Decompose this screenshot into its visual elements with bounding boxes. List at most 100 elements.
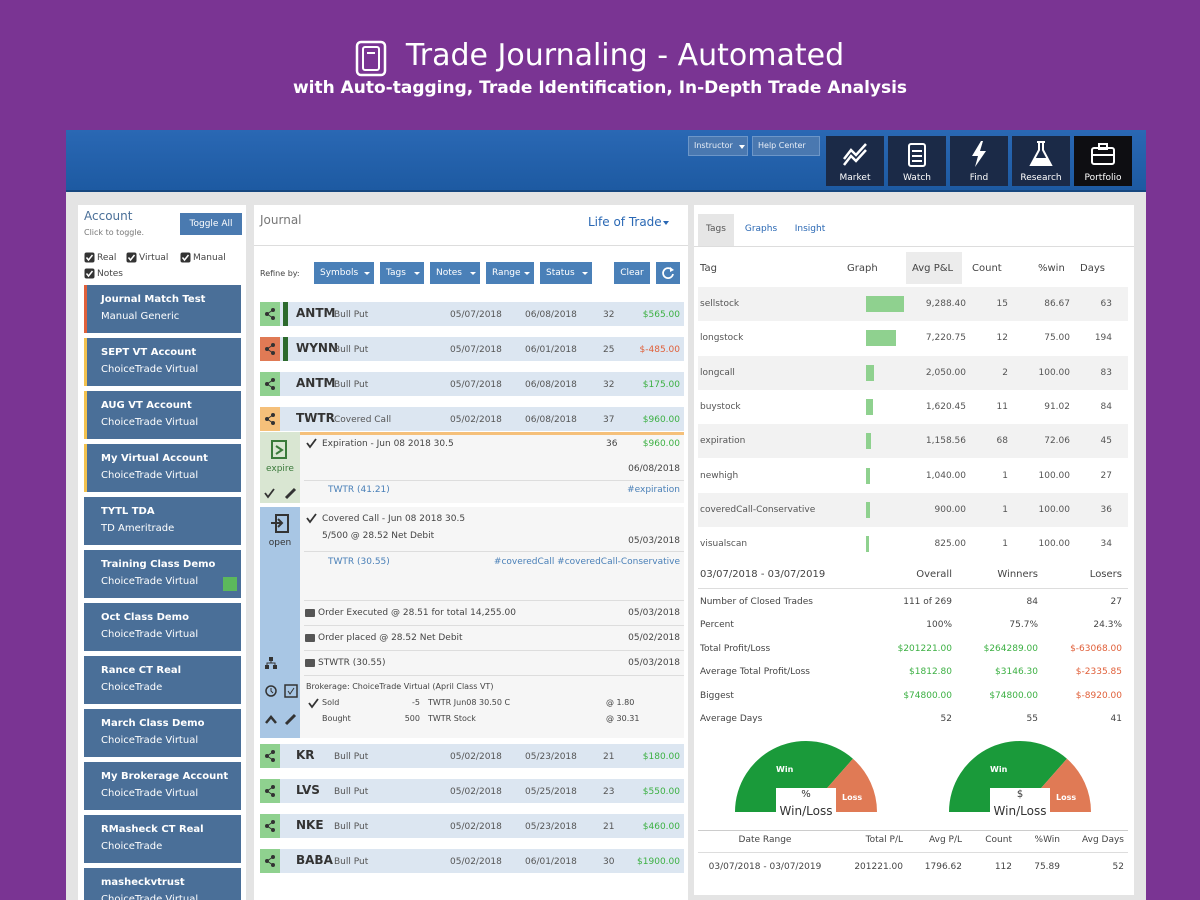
filter-label[interactable]: Real: [97, 253, 117, 263]
account-broker[interactable]: ChoiceTrade: [101, 682, 163, 693]
gauge-loss: Loss: [842, 793, 863, 802]
nav-button[interactable]: Find: [950, 136, 1008, 186]
account-name[interactable]: TYTL TDA: [101, 506, 155, 517]
tab[interactable]: Insight: [788, 214, 832, 246]
nav-button[interactable]: Market: [826, 136, 884, 186]
trade-row[interactable]: [260, 337, 684, 361]
account-name[interactable]: Training Class Demo: [101, 559, 216, 570]
toggle-all[interactable]: Toggle All: [180, 213, 242, 235]
tab[interactable]: Graphs: [738, 214, 784, 246]
filter-button[interactable]: Range: [486, 262, 534, 284]
nav-label[interactable]: Market: [839, 173, 871, 183]
toolbar-button[interactable]: Help Center: [752, 136, 820, 156]
nav-label[interactable]: Portfolio: [1084, 173, 1122, 183]
account-card[interactable]: Training Class Demo ChoiceTrade Virtual: [84, 550, 241, 598]
filter-label[interactable]: Manual: [193, 253, 226, 263]
trade-row[interactable]: [260, 814, 684, 838]
clear-button[interactable]: Clear: [614, 262, 650, 284]
account-name[interactable]: masheckvtrust: [101, 877, 185, 888]
tab[interactable]: Tags: [698, 214, 734, 246]
account-card[interactable]: Rance CT Real ChoiceTrade: [84, 656, 241, 704]
account-card[interactable]: masheckvtrust ChoiceTrade Virtual: [84, 868, 241, 900]
nav-label[interactable]: Research: [1020, 173, 1062, 183]
journal-mode[interactable]: Life of Trade: [588, 215, 662, 229]
column-header[interactable]: Graph: [847, 263, 878, 274]
event-icon: [305, 659, 315, 667]
nav-button[interactable]: Research: [1012, 136, 1070, 186]
account-card[interactable]: My Brokerage Account ChoiceTrade Virtual: [84, 762, 241, 810]
account-broker[interactable]: Manual Generic: [101, 311, 180, 322]
separator: [304, 675, 684, 676]
toolbar-button[interactable]: Instructor: [688, 136, 748, 156]
account-name[interactable]: Rance CT Real: [101, 665, 182, 676]
account-broker[interactable]: ChoiceTrade Virtual: [101, 364, 199, 375]
column-header[interactable]: Count: [972, 263, 1002, 274]
account-broker[interactable]: ChoiceTrade Virtual: [101, 576, 199, 587]
account-card[interactable]: TYTL TDA TD Ameritrade: [84, 497, 241, 545]
tab-label[interactable]: Insight: [794, 224, 826, 234]
toggle-all-label[interactable]: Toggle All: [189, 219, 233, 229]
separator: [698, 830, 1128, 831]
account-card[interactable]: SEPT VT Account ChoiceTrade Virtual: [84, 338, 241, 386]
trade-row[interactable]: [260, 779, 684, 803]
account-name[interactable]: AUG VT Account: [101, 400, 192, 411]
account-name[interactable]: RMasheck CT Real: [101, 824, 204, 835]
account-broker[interactable]: ChoiceTrade Virtual: [101, 470, 199, 481]
account-name[interactable]: March Class Demo: [101, 718, 205, 729]
clear-label[interactable]: Clear: [620, 268, 644, 278]
account-card[interactable]: March Class Demo ChoiceTrade Virtual: [84, 709, 241, 757]
trade-row[interactable]: [260, 849, 684, 873]
account-card[interactable]: AUG VT Account ChoiceTrade Virtual: [84, 391, 241, 439]
filter-button-label[interactable]: Symbols: [320, 268, 359, 278]
filter-button[interactable]: Notes: [430, 262, 480, 284]
nav-button[interactable]: Watch: [888, 136, 946, 186]
nav-label[interactable]: Watch: [902, 173, 932, 183]
trade-row[interactable]: [260, 372, 684, 396]
nav-label[interactable]: Find: [969, 173, 989, 183]
account-broker[interactable]: ChoiceTrade Virtual: [101, 788, 199, 799]
account-card[interactable]: Oct Class Demo ChoiceTrade Virtual: [84, 603, 241, 651]
filter-button[interactable]: Status: [540, 262, 592, 284]
trade-opened: 05/02/2018: [450, 752, 502, 762]
account-name[interactable]: My Virtual Account: [101, 453, 208, 464]
refresh-button[interactable]: [656, 262, 680, 284]
account-name[interactable]: SEPT VT Account: [101, 347, 197, 358]
filter-button[interactable]: Symbols: [314, 262, 374, 284]
account-broker[interactable]: ChoiceTrade Virtual: [101, 629, 199, 640]
toolbar-button-label[interactable]: Help Center: [758, 141, 806, 150]
share-icon: [265, 413, 275, 425]
account-card[interactable]: Journal Match Test Manual Generic: [84, 285, 241, 333]
filter-button-label[interactable]: Tags: [386, 268, 406, 278]
filter-button-label[interactable]: Status: [546, 268, 575, 278]
filter-button-label[interactable]: Range: [492, 268, 521, 278]
nav-button[interactable]: Portfolio: [1074, 136, 1132, 186]
trade-row[interactable]: [260, 302, 684, 326]
column-header[interactable]: Tag: [700, 263, 717, 274]
tab-label[interactable]: Graphs: [744, 224, 778, 234]
account-broker[interactable]: ChoiceTrade: [101, 841, 163, 852]
trade-row[interactable]: [260, 407, 684, 431]
account-card[interactable]: RMasheck CT Real ChoiceTrade: [84, 815, 241, 863]
account-name[interactable]: Oct Class Demo: [101, 612, 189, 623]
filter-label[interactable]: Virtual: [139, 253, 169, 263]
toolbar-button-label[interactable]: Instructor: [694, 141, 733, 150]
account-name[interactable]: Journal Match Test: [101, 294, 206, 305]
column-header[interactable]: Avg P&L: [912, 263, 954, 274]
account-broker[interactable]: TD Ameritrade: [101, 523, 175, 534]
tag-win: 75.00: [1044, 333, 1070, 344]
account-card[interactable]: My Virtual Account ChoiceTrade Virtual: [84, 444, 241, 492]
column-header[interactable]: %win: [1038, 263, 1065, 274]
column-header[interactable]: Days: [1080, 263, 1105, 274]
filter-label[interactable]: Notes: [97, 269, 123, 279]
account-broker[interactable]: ChoiceTrade Virtual: [101, 735, 199, 746]
account-broker[interactable]: ChoiceTrade Virtual: [101, 894, 199, 900]
trade-row[interactable]: [260, 744, 684, 768]
filter-button[interactable]: Tags: [380, 262, 424, 284]
filter-button-label[interactable]: Notes: [436, 268, 462, 278]
trade-closed: 06/01/2018: [525, 345, 577, 355]
tab-label[interactable]: Tags: [706, 224, 726, 234]
account-name[interactable]: My Brokerage Account: [101, 771, 229, 782]
open-symbol[interactable]: TWTR (30.55): [328, 557, 390, 567]
account-broker[interactable]: ChoiceTrade Virtual: [101, 417, 199, 428]
expire-symbol[interactable]: TWTR (41.21): [328, 485, 390, 495]
